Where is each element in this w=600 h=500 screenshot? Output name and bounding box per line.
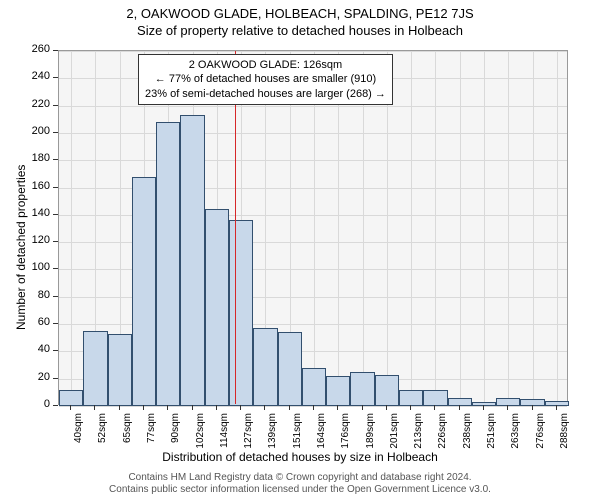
x-axis-label: Distribution of detached houses by size … bbox=[0, 450, 600, 464]
y-tick-label: 120 bbox=[24, 234, 50, 246]
y-tick-label: 100 bbox=[24, 261, 50, 273]
gridline-h bbox=[59, 51, 567, 52]
gridline-v bbox=[71, 51, 72, 404]
histogram-bar bbox=[229, 220, 253, 406]
y-tick-label: 160 bbox=[24, 180, 50, 192]
y-tick-label: 260 bbox=[24, 43, 50, 55]
histogram-bar bbox=[375, 375, 399, 406]
y-tick-label: 220 bbox=[24, 98, 50, 110]
gridline-h bbox=[59, 160, 567, 161]
annotation-line-1: 2 OAKWOOD GLADE: 126sqm bbox=[145, 58, 386, 72]
histogram-bar bbox=[83, 331, 107, 406]
x-tick bbox=[313, 405, 314, 410]
histogram-bar bbox=[278, 332, 302, 406]
x-tick bbox=[119, 405, 120, 410]
x-tick bbox=[556, 405, 557, 410]
y-tick bbox=[53, 105, 58, 106]
x-tick bbox=[386, 405, 387, 410]
y-tick-label: 180 bbox=[24, 152, 50, 164]
histogram-bar bbox=[520, 399, 544, 406]
gridline-v bbox=[460, 51, 461, 404]
footer-line-2: Contains public sector information licen… bbox=[0, 484, 600, 496]
y-tick bbox=[53, 350, 58, 351]
y-tick-label: 40 bbox=[24, 343, 50, 355]
y-tick bbox=[53, 323, 58, 324]
chart-container: { "title": "2, OAKWOOD GLADE, HOLBEACH, … bbox=[0, 0, 600, 500]
histogram-bar bbox=[156, 122, 180, 406]
y-tick bbox=[53, 378, 58, 379]
x-tick bbox=[362, 405, 363, 410]
gridline-v bbox=[435, 51, 436, 404]
y-tick-label: 0 bbox=[24, 398, 50, 410]
x-tick bbox=[192, 405, 193, 410]
x-tick bbox=[216, 405, 217, 410]
histogram-bar bbox=[180, 115, 204, 406]
chart-title: 2, OAKWOOD GLADE, HOLBEACH, SPALDING, PE… bbox=[0, 0, 600, 21]
gridline-v bbox=[484, 51, 485, 404]
attribution-footer: Contains HM Land Registry data © Crown c… bbox=[0, 472, 600, 496]
y-tick-label: 200 bbox=[24, 125, 50, 137]
y-tick bbox=[53, 187, 58, 188]
histogram-bar bbox=[326, 376, 350, 406]
gridline-h bbox=[59, 106, 567, 107]
x-tick bbox=[264, 405, 265, 410]
x-tick bbox=[70, 405, 71, 410]
histogram-bar bbox=[350, 372, 374, 406]
histogram-bar bbox=[108, 334, 132, 406]
y-tick bbox=[53, 241, 58, 242]
histogram-bar bbox=[399, 390, 423, 406]
y-tick bbox=[53, 268, 58, 269]
histogram-bar bbox=[205, 209, 229, 406]
y-tick-label: 20 bbox=[24, 371, 50, 383]
annotation-line-3: 23% of semi-detached houses are larger (… bbox=[145, 87, 386, 101]
x-tick bbox=[167, 405, 168, 410]
footer-line-1: Contains HM Land Registry data © Crown c… bbox=[0, 472, 600, 484]
annotation-box: 2 OAKWOOD GLADE: 126sqm← 77% of detached… bbox=[138, 54, 393, 105]
gridline-v bbox=[557, 51, 558, 404]
histogram-bar bbox=[132, 177, 156, 406]
x-tick bbox=[507, 405, 508, 410]
y-tick bbox=[53, 50, 58, 51]
histogram-bar bbox=[448, 398, 472, 406]
x-tick bbox=[410, 405, 411, 410]
x-tick bbox=[337, 405, 338, 410]
histogram-bar bbox=[253, 328, 277, 406]
histogram-bar bbox=[423, 390, 447, 406]
histogram-bar bbox=[302, 368, 326, 406]
x-tick bbox=[532, 405, 533, 410]
y-tick bbox=[53, 214, 58, 215]
x-tick bbox=[143, 405, 144, 410]
y-tick bbox=[53, 77, 58, 78]
gridline-v bbox=[411, 51, 412, 404]
y-tick bbox=[53, 132, 58, 133]
y-tick-label: 80 bbox=[24, 289, 50, 301]
x-tick bbox=[434, 405, 435, 410]
x-tick bbox=[240, 405, 241, 410]
y-tick-label: 140 bbox=[24, 207, 50, 219]
y-tick bbox=[53, 405, 58, 406]
y-tick bbox=[53, 296, 58, 297]
annotation-line-2: ← 77% of detached houses are smaller (91… bbox=[145, 72, 386, 86]
gridline-v bbox=[508, 51, 509, 404]
x-tick bbox=[459, 405, 460, 410]
x-tick bbox=[94, 405, 95, 410]
y-tick-label: 60 bbox=[24, 316, 50, 328]
x-tick bbox=[483, 405, 484, 410]
histogram-bar bbox=[496, 398, 520, 406]
gridline-v bbox=[533, 51, 534, 404]
gridline-h bbox=[59, 133, 567, 134]
histogram-bar bbox=[545, 401, 569, 406]
chart-subtitle: Size of property relative to detached ho… bbox=[0, 21, 600, 38]
x-tick bbox=[289, 405, 290, 410]
y-tick bbox=[53, 159, 58, 160]
histogram-bar bbox=[59, 390, 83, 406]
y-tick-label: 240 bbox=[24, 70, 50, 82]
